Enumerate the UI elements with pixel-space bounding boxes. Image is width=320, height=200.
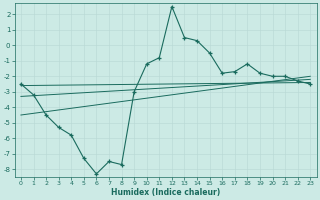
X-axis label: Humidex (Indice chaleur): Humidex (Indice chaleur) — [111, 188, 220, 197]
